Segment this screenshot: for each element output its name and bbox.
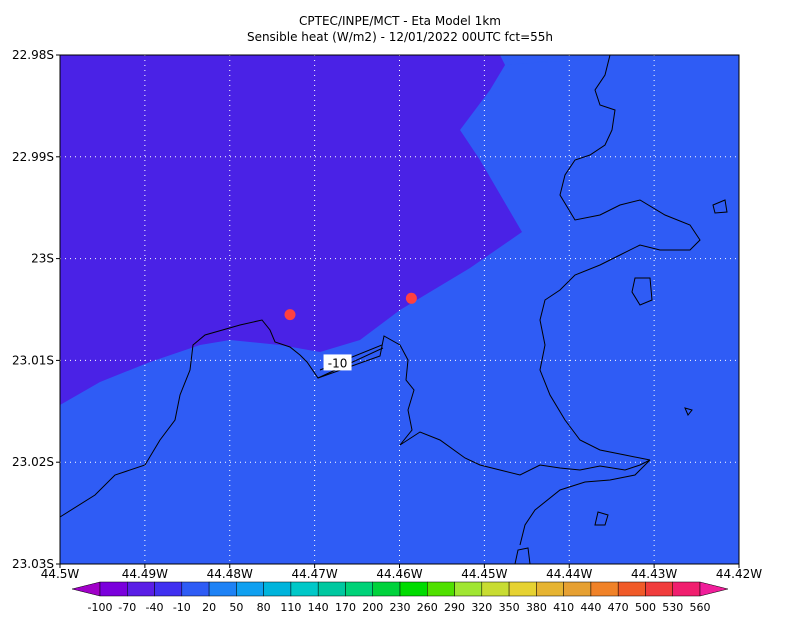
- colorbar-arrow: [699, 581, 729, 597]
- colorbar-label: 20: [202, 601, 216, 614]
- y-tick-label: 23.03S: [12, 557, 54, 571]
- colorbar-label: 380: [526, 601, 547, 614]
- colorbar-box: [236, 581, 264, 597]
- colorbar-box: [127, 581, 155, 597]
- coast-line: [594, 199, 728, 526]
- colorbar-box: [427, 581, 455, 597]
- station-point: [284, 309, 296, 321]
- colorbar-box: [263, 581, 292, 597]
- colorbar-label: -70: [118, 601, 136, 614]
- colorbar-box: [536, 581, 564, 597]
- colorbar-label: 200: [362, 601, 383, 614]
- field-blue: [505, 55, 739, 65]
- station-point: [405, 292, 417, 304]
- colorbar-box: [317, 581, 346, 597]
- y-tick-label: 23.01S: [12, 353, 54, 367]
- colorbar-label: 260: [417, 601, 438, 614]
- colorbar-box: [345, 581, 373, 597]
- colorbar-box: [290, 581, 319, 597]
- y-tick-label: 22.98S: [12, 48, 54, 62]
- x-tick-label: 44.47W: [292, 567, 338, 581]
- colorbar-label: -10: [173, 601, 191, 614]
- colorbar-label: 440: [580, 601, 601, 614]
- colorbar-box: [208, 581, 237, 597]
- coastline: [59, 54, 728, 565]
- colorbar-box: [563, 581, 592, 597]
- colorbar-label: 80: [257, 601, 271, 614]
- colorbar-box: [154, 581, 183, 597]
- y-tick-label: 23.02S: [12, 455, 54, 469]
- x-tick-label: 44.44W: [546, 567, 592, 581]
- colorbar-label: 170: [335, 601, 356, 614]
- y-tick-label: 22.99S: [12, 150, 54, 164]
- colorbar-label: 560: [690, 601, 711, 614]
- title-line: CPTEC/INPE/MCT - Eta Model 1km: [299, 14, 501, 28]
- x-tick-label: 44.5W: [41, 567, 80, 581]
- field-purple: [60, 55, 522, 405]
- colorbar-box: [372, 581, 401, 597]
- x-tick-label: 44.49W: [122, 567, 168, 581]
- colorbar-label: -40: [146, 601, 164, 614]
- coast-line: [514, 547, 531, 565]
- colorbar-box: [181, 581, 210, 597]
- colorbar-label: 500: [635, 601, 656, 614]
- y-tick-label: 23S: [31, 252, 54, 266]
- x-tick-label: 44.46W: [376, 567, 422, 581]
- marks: -10: [284, 292, 417, 371]
- colorbar-label: 110: [280, 601, 301, 614]
- axes: 44.5W 44.49W 44.48W 44.47W 44.46W 44.45W 44.44…: [12, 48, 762, 581]
- colorbar-label: -100: [88, 601, 113, 614]
- colorbar-box: [399, 581, 428, 597]
- x-tick-label: 44.45W: [461, 567, 507, 581]
- colorbar-box: [590, 581, 619, 597]
- colorbar-box: [454, 581, 483, 597]
- colorbar-box: [617, 581, 646, 597]
- colorbar-arrow: [71, 581, 101, 597]
- colorbar-label: 530: [662, 601, 683, 614]
- coast-line: [539, 54, 701, 461]
- colorbar-label: 290: [444, 601, 465, 614]
- contour-label-box: [323, 354, 352, 371]
- title-line: Sensible heat (W/m2) - 12/01/2022 00UTC …: [247, 30, 553, 44]
- contour-label: -10: [328, 356, 348, 370]
- colorbar-box: [481, 581, 510, 597]
- colorbar-label: 470: [608, 601, 629, 614]
- coast-line: [59, 319, 651, 546]
- colorbar-label: 350: [499, 601, 520, 614]
- colorbar-label: 140: [308, 601, 329, 614]
- colorbar-box: [99, 581, 128, 597]
- colorbar-label: 230: [390, 601, 411, 614]
- colorbar-box: [508, 581, 537, 597]
- colorbar-label: 320: [471, 601, 492, 614]
- colorbar-box: [645, 581, 673, 597]
- colorbar-label: 410: [553, 601, 574, 614]
- x-tick-label: 44.48W: [207, 567, 253, 581]
- x-tick-label: 44.42W: [716, 567, 762, 581]
- colorbar: -100 -70 -40 -10 20 50 80 110 140 170 200 230 260 290…: [71, 581, 729, 614]
- colorbar-box: [672, 581, 701, 597]
- colorbar-label: 50: [229, 601, 243, 614]
- x-tick-label: 44.43W: [631, 567, 677, 581]
